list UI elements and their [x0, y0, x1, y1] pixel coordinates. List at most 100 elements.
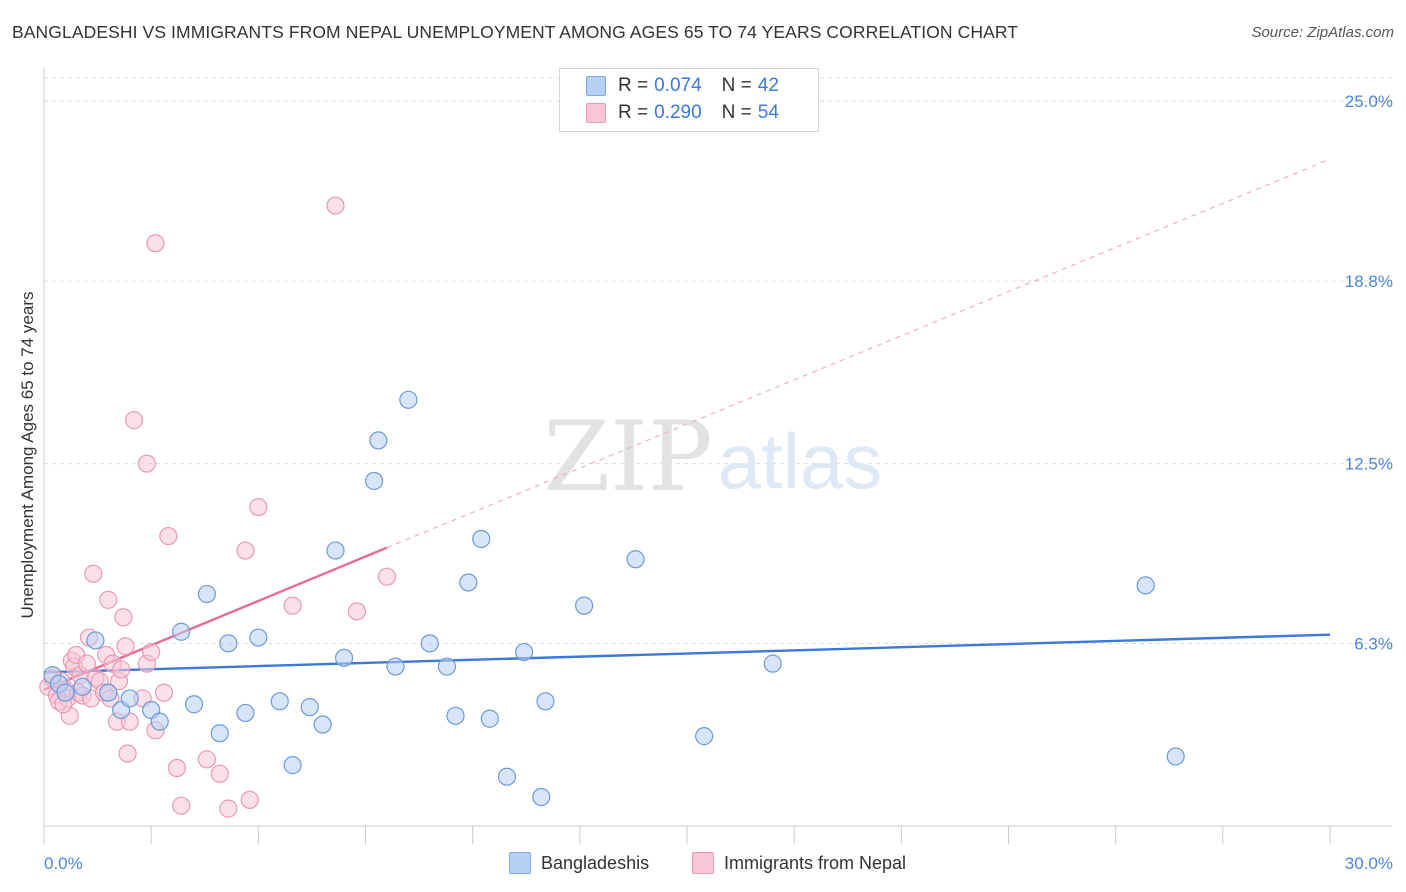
point-nepal	[137, 454, 156, 473]
bottom-legend-nepal: Immigrants from Nepal	[692, 852, 906, 874]
point-bangladeshis	[283, 756, 302, 775]
point-nepal	[159, 526, 178, 546]
point-bangladeshis	[386, 657, 405, 676]
point-bangladeshis	[73, 677, 92, 696]
legend-swatch-pink	[586, 103, 606, 123]
point-nepal	[347, 602, 367, 621]
point-bangladeshis	[575, 596, 594, 615]
point-nepal	[116, 637, 135, 656]
tick-labels: 6.3% 12.5% 18.8% 25.0% 0.0% 30.0%	[44, 92, 1393, 873]
legend-row-nepal: R = 0.290 N = 54	[586, 100, 779, 126]
point-bangladeshis	[472, 529, 491, 549]
point-bangladeshis	[497, 767, 517, 786]
point-bangladeshis	[437, 657, 457, 676]
y-tick-label: 18.8%	[1345, 272, 1393, 291]
point-bangladeshis	[313, 715, 332, 734]
legend-r-value: 0.290	[654, 102, 702, 123]
y-tick-label: 6.3%	[1354, 634, 1393, 653]
point-bangladeshis	[219, 634, 238, 653]
x-tick-label-max: 30.0%	[1345, 854, 1393, 873]
legend-n-value: 42	[757, 75, 779, 96]
point-nepal	[154, 683, 174, 702]
point-bangladeshis	[695, 727, 714, 746]
point-nepal	[240, 790, 259, 810]
point-bangladeshis	[86, 631, 105, 650]
chart-title: BANGLADESHI VS IMMIGRANTS FROM NEPAL UNE…	[12, 22, 1019, 42]
point-nepal	[283, 596, 302, 615]
point-nepal	[99, 590, 118, 609]
point-nepal	[197, 750, 216, 769]
point-bangladeshis	[326, 541, 345, 560]
point-nepal	[167, 758, 186, 778]
point-nepal	[142, 642, 161, 662]
point-nepal	[236, 541, 255, 560]
point-nepal	[124, 411, 144, 430]
point-bangladeshis	[99, 683, 118, 702]
trend-line-nepal	[43, 546, 388, 691]
point-nepal	[219, 799, 238, 818]
legend: R = 0.074 N = 42 R = 0.290 N = 54	[559, 68, 819, 132]
point-bangladeshis	[210, 724, 229, 743]
point-nepal	[146, 234, 165, 253]
point-nepal	[114, 608, 133, 627]
point-bangladeshis	[300, 698, 319, 717]
point-nepal	[249, 497, 268, 517]
point-bangladeshis	[369, 431, 388, 450]
point-bangladeshis	[536, 692, 555, 711]
y-tick-label: 25.0%	[1345, 92, 1393, 111]
bottom-legend-swatch-pink	[692, 852, 714, 874]
point-bangladeshis	[120, 689, 139, 708]
legend-swatch-blue	[586, 76, 606, 96]
point-bangladeshis	[364, 471, 384, 491]
point-nepal	[112, 660, 131, 679]
point-bangladeshis	[420, 634, 439, 653]
point-bangladeshis	[236, 703, 255, 723]
x-tick-label-min: 0.0%	[44, 854, 83, 873]
bottom-legend: Bangladeshis Immigrants from Nepal	[0, 850, 1406, 880]
point-nepal	[77, 654, 96, 673]
bottom-legend-label: Bangladeshis	[541, 852, 650, 873]
legend-n-label: N =	[721, 75, 752, 96]
point-bangladeshis	[334, 648, 354, 667]
point-nepal	[377, 567, 397, 586]
point-bangladeshis	[446, 706, 465, 725]
point-bangladeshis	[197, 584, 216, 604]
point-bangladeshis	[1136, 576, 1155, 595]
point-nepal	[84, 564, 103, 583]
point-bangladeshis	[56, 683, 75, 702]
point-nepal	[326, 196, 345, 215]
point-bangladeshis	[459, 573, 478, 592]
point-bangladeshis	[399, 390, 418, 409]
legend-r-label: R =	[618, 75, 649, 96]
legend-n-label: N =	[721, 102, 752, 123]
trend-line-bangladeshis	[43, 633, 1331, 674]
y-tick-label: 12.5%	[1345, 455, 1393, 474]
point-bangladeshis	[150, 712, 169, 731]
point-bangladeshis	[515, 642, 534, 662]
trend-lines	[43, 158, 1331, 691]
legend-r-label: R =	[618, 102, 649, 123]
y-axis-label: Unemployment Among Ages 65 to 74 years	[18, 291, 37, 619]
point-bangladeshis	[184, 695, 204, 714]
source-label: Source: ZipAtlas.com	[1251, 24, 1394, 41]
bottom-legend-bangladeshis: Bangladeshis	[509, 852, 649, 874]
point-nepal	[210, 764, 229, 783]
watermark-zip: ZIP	[543, 401, 712, 513]
bottom-legend-label: Immigrants from Nepal	[724, 852, 907, 873]
axes	[43, 68, 1392, 844]
point-bangladeshis	[626, 550, 645, 569]
point-bangladeshis	[532, 787, 551, 807]
watermark-atlas: atlas	[718, 417, 883, 505]
points-bangladeshis	[43, 390, 1185, 807]
point-bangladeshis	[480, 709, 499, 728]
point-bangladeshis	[763, 654, 782, 673]
point-bangladeshis	[172, 622, 191, 641]
bottom-legend-swatch-blue	[509, 852, 531, 874]
legend-n-value: 54	[757, 102, 779, 123]
point-bangladeshis	[249, 628, 268, 647]
point-bangladeshis	[1166, 747, 1185, 766]
point-nepal	[118, 744, 137, 763]
points-nepal	[39, 196, 397, 818]
legend-row-bangladeshis: R = 0.074 N = 42	[586, 73, 779, 99]
